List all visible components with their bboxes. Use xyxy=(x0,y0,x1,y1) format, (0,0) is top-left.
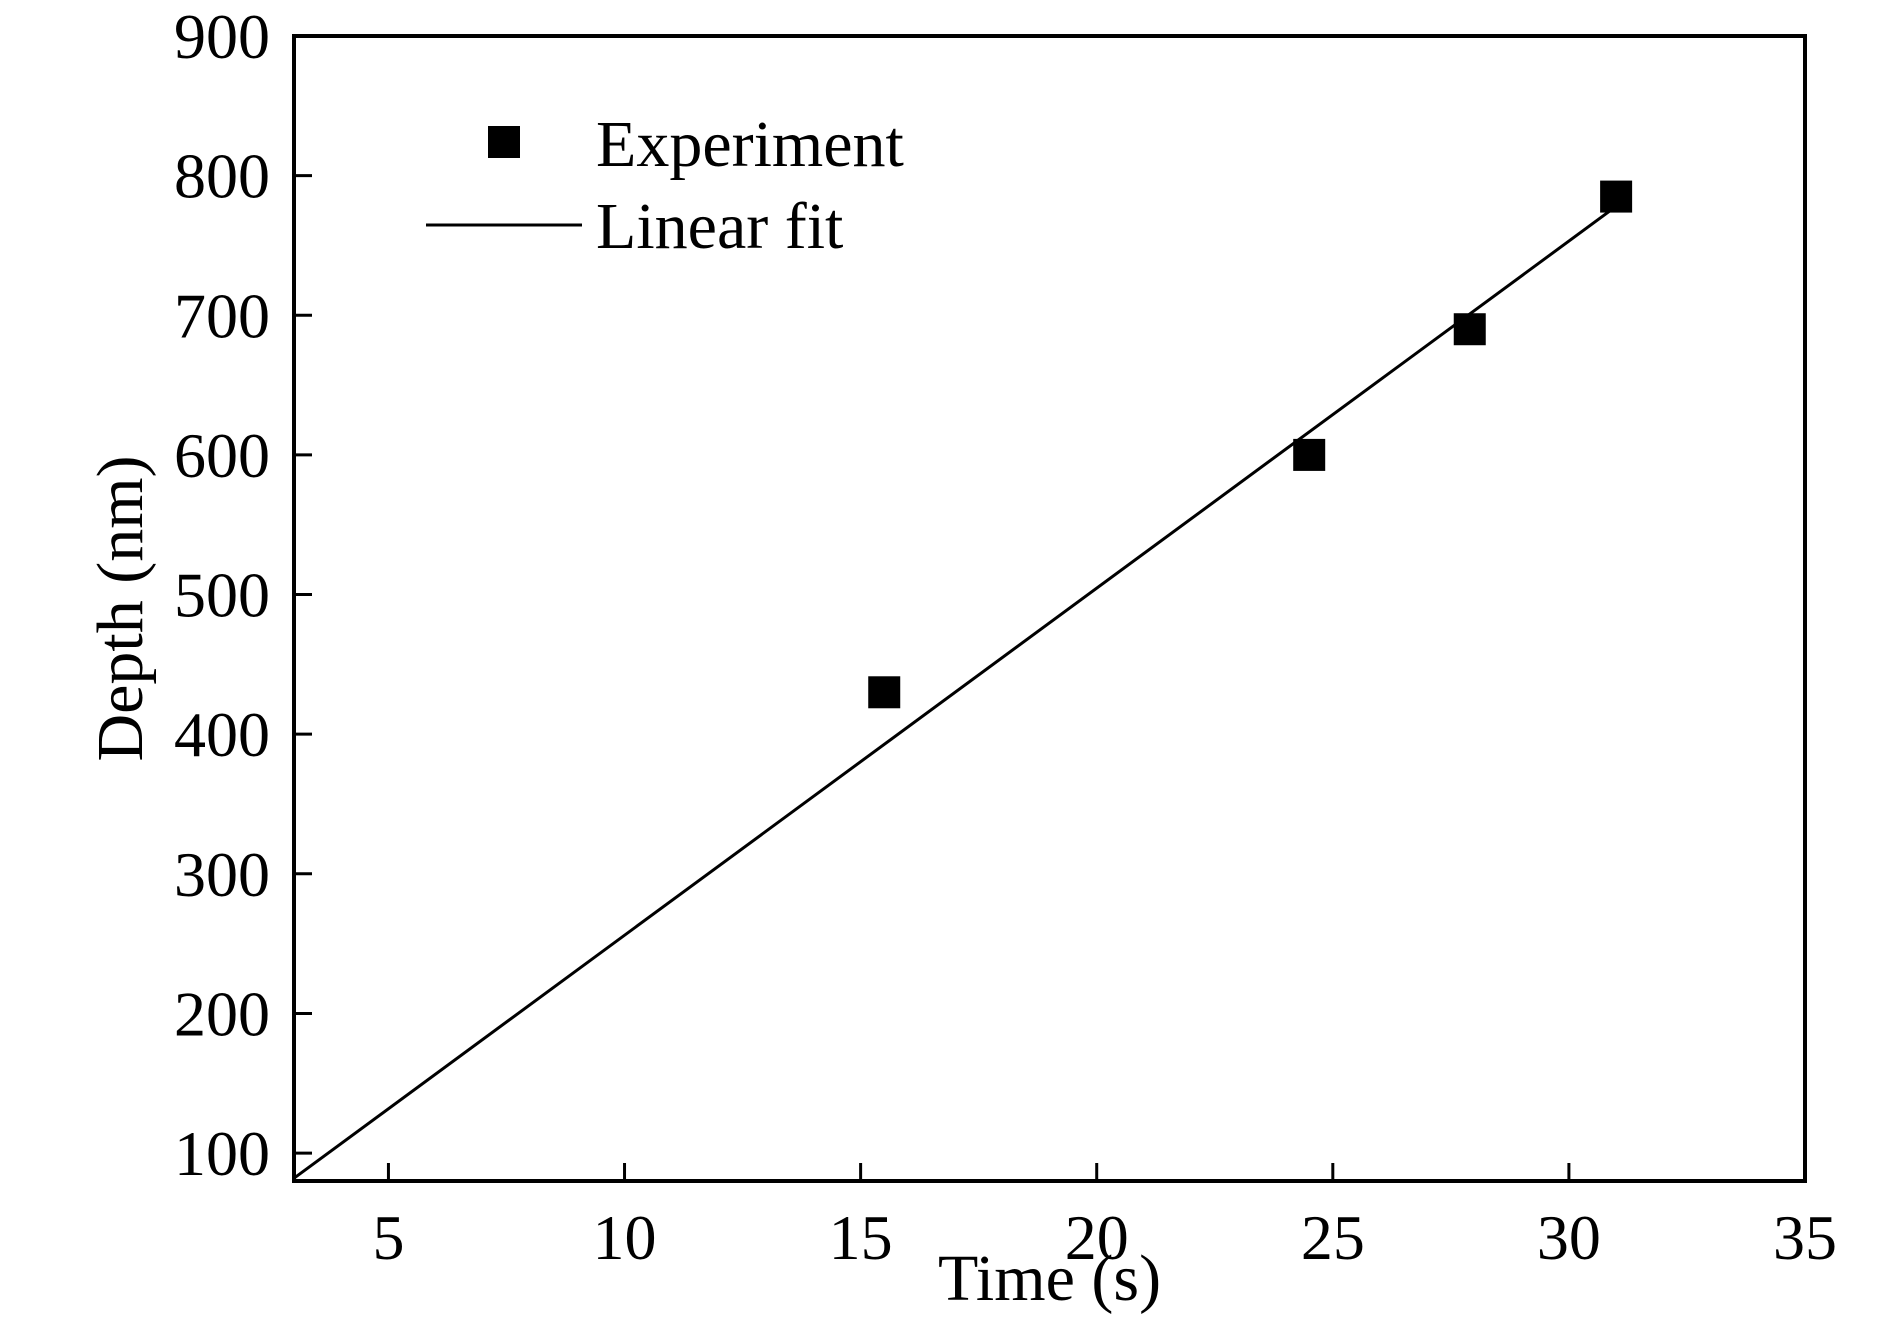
plot-frame xyxy=(292,34,1807,1183)
legend: Experiment Linear fit xyxy=(426,108,904,263)
data-point xyxy=(1293,438,1326,471)
y-tick-label: 700 xyxy=(174,280,270,351)
y-tick-label: 900 xyxy=(174,1,270,72)
x-tick-label: 25 xyxy=(1301,1202,1365,1273)
x-axis-label: Time (s) xyxy=(938,1242,1161,1315)
y-tick-label: 300 xyxy=(174,839,270,910)
plot-group xyxy=(293,180,1633,1180)
legend-marker-experiment xyxy=(488,126,520,158)
fit-line xyxy=(293,205,1618,1180)
y-tick-label: 500 xyxy=(174,560,270,631)
y-tick-label: 200 xyxy=(174,978,270,1049)
x-tick-label: 5 xyxy=(372,1202,404,1273)
y-tick-label: 400 xyxy=(174,699,270,770)
x-tick-label: 30 xyxy=(1537,1202,1601,1273)
legend-label-experiment: Experiment xyxy=(596,108,904,181)
x-tick-label: 20 xyxy=(1065,1202,1129,1273)
y-tick-label: 600 xyxy=(174,420,270,491)
x-axis-ticks: 5 10 15 20 25 30 35 xyxy=(372,1163,1837,1273)
y-tick-label: 100 xyxy=(174,1118,270,1189)
data-point xyxy=(1600,180,1633,213)
x-tick-label: 10 xyxy=(593,1202,657,1273)
legend-label-linear-fit: Linear fit xyxy=(596,190,843,263)
x-tick-label: 35 xyxy=(1773,1202,1837,1273)
y-axis-label: Depth (nm) xyxy=(84,455,157,761)
data-point xyxy=(1453,313,1486,346)
y-axis-ticks: 100 200 300 400 500 600 700 800 900 xyxy=(174,1,312,1189)
x-tick-label: 15 xyxy=(829,1202,893,1273)
y-tick-label: 800 xyxy=(174,141,270,212)
data-point xyxy=(868,676,901,709)
